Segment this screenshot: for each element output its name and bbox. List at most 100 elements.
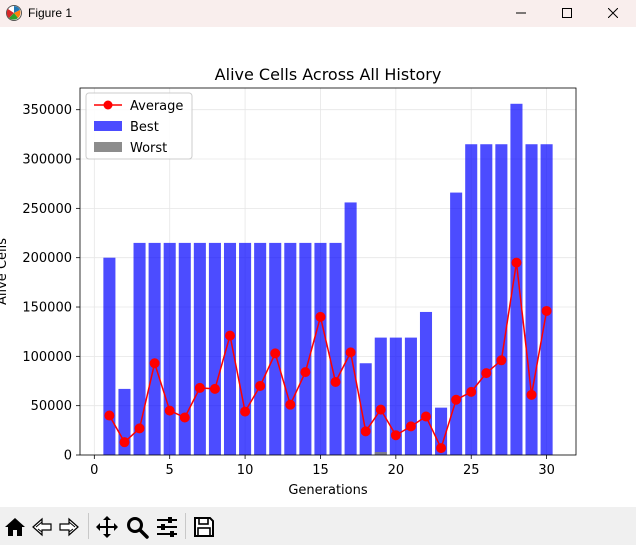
average-point — [451, 394, 462, 405]
zoom-button[interactable] — [125, 515, 149, 539]
forward-icon — [59, 517, 79, 537]
x-tick-label: 15 — [312, 463, 329, 478]
configure-subplots-button[interactable] — [155, 515, 179, 539]
average-point — [270, 348, 281, 359]
maximize-button[interactable] — [544, 0, 590, 27]
average-point — [436, 443, 447, 454]
average-point — [360, 426, 371, 437]
y-axis-label: Alive Cells — [0, 238, 10, 305]
y-tick-label: 250000 — [22, 202, 72, 217]
navigation-toolbar — [0, 507, 636, 545]
figure-canvas[interactable]: 0 5 10 15 20 25 30 0 50000 100000 150000 200000 250… — [0, 27, 636, 507]
y-tick-label: 350000 — [22, 103, 72, 118]
home-icon — [5, 518, 25, 536]
legend-label: Average — [130, 99, 183, 114]
best-bar — [374, 337, 387, 455]
average-point — [134, 423, 145, 434]
average-point — [164, 405, 175, 416]
matplotlib-app-icon — [5, 4, 23, 22]
chart: 0 5 10 15 20 25 30 0 50000 100000 150000 200000 250… — [0, 65, 577, 498]
chart-title: Alive Cells Across All History — [215, 65, 442, 84]
pan-button[interactable] — [95, 515, 119, 539]
average-point — [375, 404, 386, 415]
zoom-icon — [127, 517, 149, 539]
pan-icon — [96, 516, 118, 538]
y-tick-label: 50000 — [31, 399, 72, 414]
best-bar — [465, 144, 478, 455]
best-bar — [148, 242, 161, 455]
average-point — [481, 368, 492, 379]
best-bar — [284, 242, 297, 455]
back-button[interactable] — [30, 515, 54, 539]
legend-label: Worst — [130, 141, 167, 156]
average-point — [209, 383, 220, 394]
best-bar — [525, 144, 538, 455]
legend: Average Best Worst — [85, 92, 193, 160]
configure-subplots-icon — [157, 517, 177, 537]
x-axis-label: Generations — [288, 483, 368, 498]
best-bar — [299, 242, 312, 455]
best-bar — [133, 242, 146, 455]
window-title: Figure 1 — [28, 6, 73, 20]
minimize-icon — [516, 12, 526, 14]
best-bar — [344, 202, 357, 455]
x-axis-ticks: 0 5 10 15 20 25 30 — [90, 455, 555, 478]
legend-marker — [103, 100, 113, 110]
y-tick-label: 100000 — [22, 350, 72, 365]
average-point — [300, 367, 311, 378]
average-point — [345, 347, 356, 358]
best-bar — [404, 337, 417, 455]
average-point — [240, 406, 251, 417]
best-bar — [510, 103, 523, 455]
best-bar — [419, 311, 433, 455]
best-bar — [254, 242, 267, 455]
average-point — [420, 411, 431, 422]
average-point — [511, 257, 522, 268]
close-button[interactable] — [590, 0, 636, 27]
x-tick-label: 30 — [538, 463, 555, 478]
average-point — [149, 358, 160, 369]
average-point — [390, 430, 401, 441]
toolbar-separator — [88, 513, 89, 539]
close-icon — [608, 8, 618, 18]
best-bar — [480, 144, 493, 455]
toolbar-separator — [185, 513, 186, 539]
best-bar — [540, 144, 553, 455]
best-bar — [223, 242, 237, 455]
average-point — [330, 376, 341, 387]
window-titlebar: Figure 1 — [0, 0, 636, 27]
average-series — [104, 257, 552, 454]
best-bar — [450, 192, 463, 456]
x-tick-label: 20 — [388, 463, 405, 478]
x-tick-label: 10 — [237, 463, 254, 478]
average-point — [541, 305, 552, 316]
axes-frame — [79, 87, 577, 456]
average-point — [119, 437, 130, 448]
back-icon — [32, 517, 52, 537]
average-point — [179, 412, 190, 423]
home-button[interactable] — [3, 515, 27, 539]
worst-bars — [374, 452, 387, 455]
best-bar — [163, 242, 176, 455]
legend-label: Best — [130, 120, 159, 135]
average-point — [285, 399, 296, 410]
legend-bar-swatch — [94, 142, 122, 152]
average-point — [526, 389, 537, 400]
best-bar — [495, 144, 508, 455]
average-point — [225, 330, 236, 341]
save-button[interactable] — [192, 515, 216, 539]
average-point — [466, 386, 477, 397]
maximize-icon — [562, 8, 572, 18]
best-bar — [193, 242, 206, 455]
x-tick-label: 25 — [463, 463, 480, 478]
average-point — [315, 311, 326, 322]
forward-button[interactable] — [57, 515, 81, 539]
best-bar — [208, 242, 221, 455]
average-point — [496, 355, 507, 366]
y-tick-label: 200000 — [22, 251, 72, 266]
y-axis-ticks: 0 50000 100000 150000 200000 250000 300000 3500… — [22, 103, 80, 464]
y-tick-label: 300000 — [22, 153, 72, 168]
minimize-button[interactable] — [498, 0, 544, 27]
best-bars — [103, 103, 553, 456]
best-bar — [178, 242, 191, 455]
